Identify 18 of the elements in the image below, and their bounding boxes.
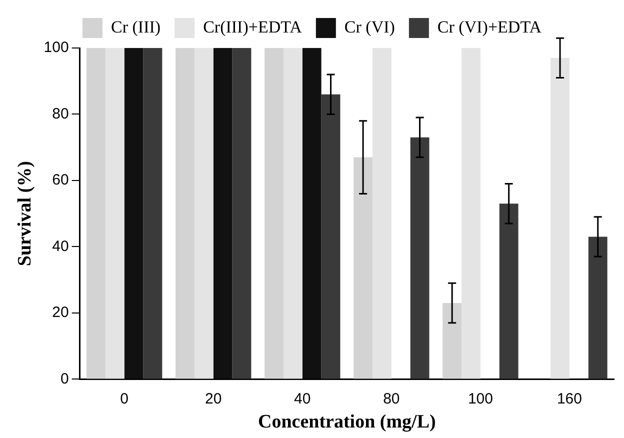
y-tick-label: 20	[52, 304, 69, 322]
x-tick-label: 100	[468, 390, 493, 408]
legend-label: Cr(III)+EDTA	[203, 17, 303, 36]
y-tick-label: 100	[44, 39, 69, 56]
y-tick-label: 40	[52, 238, 69, 255]
x-tick-label: 0	[120, 390, 129, 408]
x-tick-label: 20	[205, 390, 222, 408]
x-tick-label: 160	[556, 390, 582, 408]
legend-label: Cr (VI)	[344, 17, 395, 36]
legend-label: Cr (VI)+EDTA	[437, 17, 542, 36]
x-tick-label: 40	[294, 390, 311, 408]
x-axis-title: Concentration (mg/L)	[258, 412, 436, 433]
y-tick-label: 60	[52, 172, 69, 189]
y-tick-label: 80	[52, 105, 69, 122]
legend-label: Cr (III)	[111, 17, 161, 36]
y-tick-label: 0	[60, 370, 69, 388]
x-tick-label: 80	[383, 390, 400, 408]
y-axis-title: Survival (%)	[14, 161, 36, 266]
